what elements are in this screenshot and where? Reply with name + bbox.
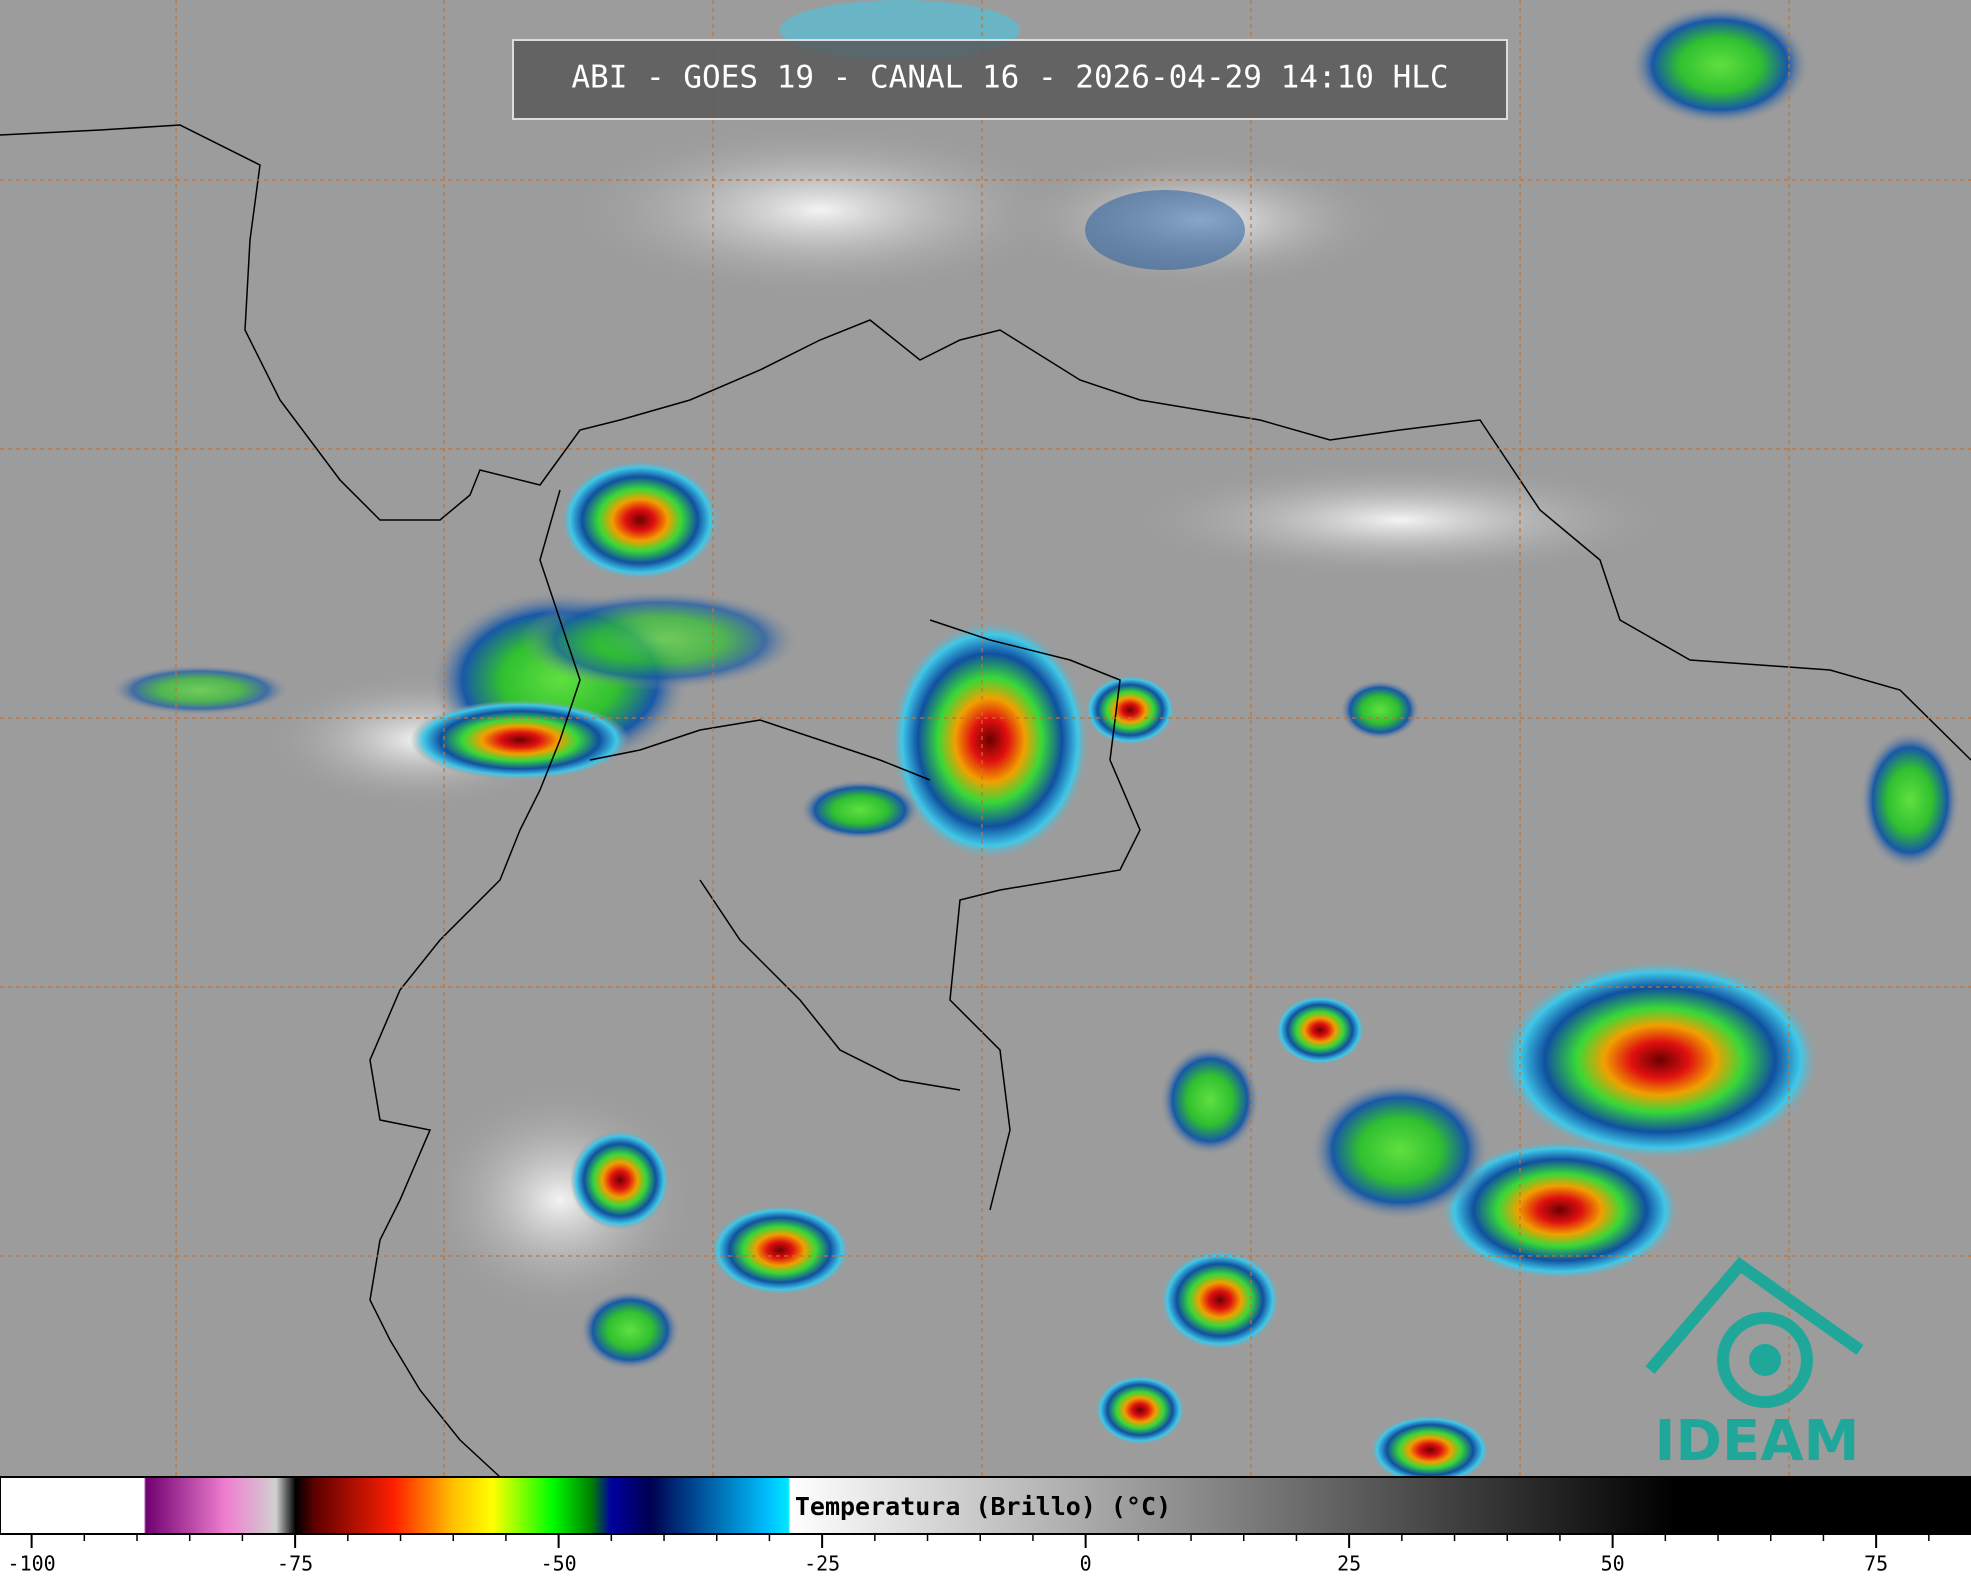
colorbar <box>0 1476 1971 1535</box>
tick-label: -100 <box>8 1552 56 1576</box>
title: ABI - GOES 19 - CANAL 16 - 2026-04-29 14… <box>571 60 1448 96</box>
tick-label: 50 <box>1601 1552 1625 1576</box>
colorbar-label: Temperatura (Brillo) (°C) <box>795 1492 1171 1521</box>
colorbar-axis: -100 -75 -50 -25 0 25 50 75 <box>8 1534 1930 1576</box>
coastlines <box>0 124 1971 1478</box>
title-box <box>512 39 1508 120</box>
logo: IDEAM <box>1645 1256 1864 1474</box>
tick-label: -75 <box>277 1552 313 1576</box>
tick-label: 0 <box>1080 1552 1092 1576</box>
tick-label: -25 <box>804 1552 840 1576</box>
tick-label: 25 <box>1337 1552 1361 1576</box>
tick-label: -50 <box>541 1552 577 1576</box>
cloud-field <box>260 120 1680 1320</box>
convective-cells <box>110 0 1960 1485</box>
logo-text: IDEAM <box>1655 1409 1860 1474</box>
lat-lon-grid <box>0 0 1971 1477</box>
tick-label: 75 <box>1864 1552 1888 1576</box>
